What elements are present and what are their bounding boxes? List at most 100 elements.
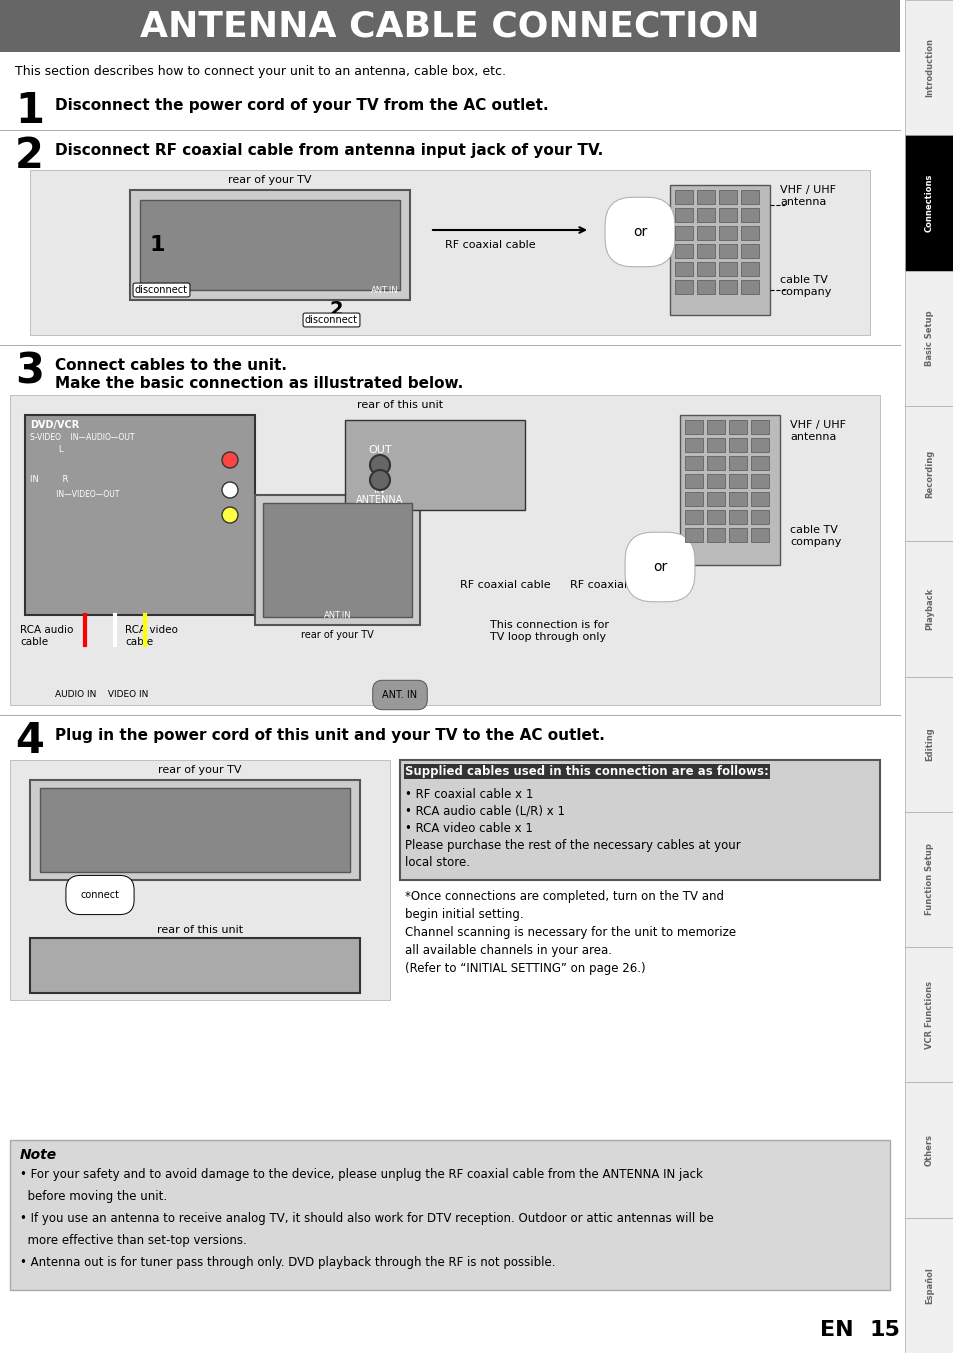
Bar xyxy=(697,208,714,222)
Bar xyxy=(675,226,692,239)
Text: EN: EN xyxy=(820,1321,853,1339)
Bar xyxy=(740,244,759,258)
Bar xyxy=(740,262,759,276)
Text: OUT: OUT xyxy=(368,445,392,455)
Bar xyxy=(669,185,769,315)
Text: or: or xyxy=(632,225,646,239)
Bar xyxy=(706,456,724,469)
Bar xyxy=(254,495,419,625)
Text: disconnect: disconnect xyxy=(135,285,188,295)
Bar xyxy=(904,947,953,1082)
Bar xyxy=(675,208,692,222)
Text: more effective than set-top versions.: more effective than set-top versions. xyxy=(20,1234,247,1247)
Bar xyxy=(728,528,746,543)
Bar xyxy=(904,812,953,947)
Bar xyxy=(904,1218,953,1353)
Bar xyxy=(719,262,737,276)
Text: RCA video
cable: RCA video cable xyxy=(125,625,177,647)
Bar xyxy=(30,938,359,993)
Bar xyxy=(904,676,953,812)
Text: Make the basic connection as illustrated below.: Make the basic connection as illustrated… xyxy=(55,376,463,391)
Bar xyxy=(719,244,737,258)
Text: Recording: Recording xyxy=(924,449,933,498)
Bar xyxy=(25,415,254,616)
Text: L: L xyxy=(30,445,64,455)
Text: rear of this unit: rear of this unit xyxy=(356,400,442,410)
Text: Note: Note xyxy=(20,1147,57,1162)
Bar xyxy=(684,456,702,469)
Text: • RF coaxial cable x 1: • RF coaxial cable x 1 xyxy=(405,787,533,801)
Bar xyxy=(684,510,702,524)
Text: 1: 1 xyxy=(150,235,165,254)
Bar xyxy=(904,1082,953,1218)
Text: rear of your TV: rear of your TV xyxy=(158,764,241,775)
Text: before moving the unit.: before moving the unit. xyxy=(20,1191,167,1203)
Text: rear of your TV: rear of your TV xyxy=(228,175,312,185)
Text: S-VIDEO    IN—AUDIO—OUT: S-VIDEO IN—AUDIO—OUT xyxy=(30,433,134,442)
Text: connect: connect xyxy=(80,890,119,900)
Text: rear of this unit: rear of this unit xyxy=(157,925,243,935)
Text: RF coaxial cable: RF coaxial cable xyxy=(444,239,535,250)
Bar xyxy=(697,262,714,276)
Bar xyxy=(728,474,746,488)
Bar xyxy=(750,438,768,452)
Text: ANT.IN: ANT.IN xyxy=(323,612,351,620)
Bar xyxy=(706,474,724,488)
Bar xyxy=(750,528,768,543)
Text: Disconnect the power cord of your TV from the AC outlet.: Disconnect the power cord of your TV fro… xyxy=(55,97,548,114)
Text: Playback: Playback xyxy=(924,587,933,630)
Bar xyxy=(345,419,524,510)
Text: Plug in the power cord of this unit and your TV to the AC outlet.: Plug in the power cord of this unit and … xyxy=(55,728,604,743)
Bar xyxy=(750,510,768,524)
Text: • For your safety and to avoid damage to the device, please unplug the RF coaxia: • For your safety and to avoid damage to… xyxy=(20,1168,702,1181)
Bar xyxy=(719,226,737,239)
Bar xyxy=(728,419,746,434)
Text: Supplied cables used in this connection are as follows:: Supplied cables used in this connection … xyxy=(405,764,768,778)
Text: Español: Español xyxy=(924,1266,933,1304)
Text: Supplied cables used in this connection are as follows:: Supplied cables used in this connection … xyxy=(405,764,768,778)
Bar xyxy=(684,419,702,434)
Bar xyxy=(263,503,412,617)
Text: local store.: local store. xyxy=(405,856,470,869)
Text: rear of your TV: rear of your TV xyxy=(301,630,374,640)
Text: cable TV
company: cable TV company xyxy=(789,525,841,547)
Text: 2: 2 xyxy=(15,135,44,177)
Bar xyxy=(719,208,737,222)
Bar xyxy=(904,271,953,406)
Text: 4: 4 xyxy=(15,720,44,762)
Bar xyxy=(904,135,953,271)
Bar xyxy=(675,280,692,294)
Bar xyxy=(728,456,746,469)
Text: or: or xyxy=(652,560,666,574)
Bar xyxy=(740,280,759,294)
Bar xyxy=(10,760,390,1000)
Bar xyxy=(750,419,768,434)
Text: 1: 1 xyxy=(15,91,44,133)
Bar xyxy=(706,419,724,434)
Text: RCA audio
cable: RCA audio cable xyxy=(20,625,73,647)
Text: VHF / UHF
antenna: VHF / UHF antenna xyxy=(780,185,835,207)
Bar xyxy=(140,200,399,290)
Bar xyxy=(706,438,724,452)
Bar xyxy=(40,787,350,871)
Bar xyxy=(10,1141,889,1289)
Text: ANT. IN: ANT. IN xyxy=(382,690,417,700)
Bar xyxy=(679,415,780,566)
Text: Function Setup: Function Setup xyxy=(924,843,933,916)
Bar xyxy=(0,0,899,51)
Bar xyxy=(719,280,737,294)
Text: IN: IN xyxy=(374,484,385,495)
Text: ANTENNA: ANTENNA xyxy=(355,495,403,505)
Text: This section describes how to connect your unit to an antenna, cable box, etc.: This section describes how to connect yo… xyxy=(15,65,505,78)
Text: DVD/VCR: DVD/VCR xyxy=(30,419,79,430)
Text: Connect cables to the unit.: Connect cables to the unit. xyxy=(55,359,287,373)
Bar xyxy=(675,244,692,258)
Text: IN         R: IN R xyxy=(30,475,69,484)
Text: RF coaxial cable: RF coaxial cable xyxy=(569,580,659,590)
Bar xyxy=(740,208,759,222)
Text: ANTENNA CABLE CONNECTION: ANTENNA CABLE CONNECTION xyxy=(140,9,759,43)
Circle shape xyxy=(222,507,237,524)
Text: This connection is for
TV loop through only: This connection is for TV loop through o… xyxy=(490,620,608,641)
Text: • RCA video cable x 1: • RCA video cable x 1 xyxy=(405,823,533,835)
Bar xyxy=(30,170,869,336)
